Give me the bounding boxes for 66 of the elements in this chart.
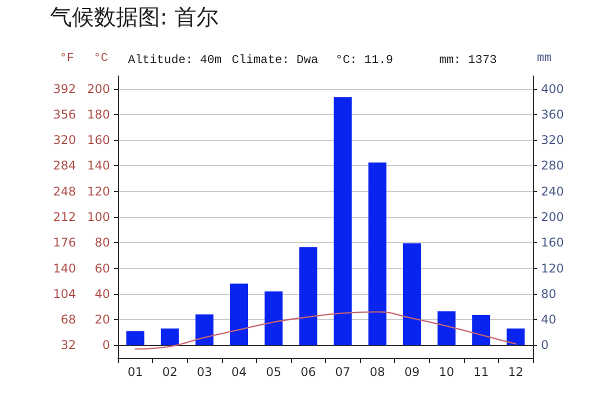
y3-tick-label: 392: [53, 82, 76, 96]
y-tick-label: 180: [87, 107, 110, 122]
y-axis-title: °C: [94, 51, 108, 65]
x-tick-label: 08: [370, 365, 386, 379]
y-tick-label: 100: [87, 210, 110, 224]
x-tick-label: 03: [196, 365, 212, 379]
y3-tick-label: 104: [53, 286, 76, 301]
text: Climate: Dwa: [232, 53, 318, 67]
y2-tick-label: 80: [541, 286, 556, 301]
y2-tick-label: 360: [541, 107, 564, 122]
y2-tick-label: 0: [541, 338, 549, 352]
y3-tick-label: 356: [53, 107, 76, 122]
y3-tick-label: 320: [53, 133, 76, 148]
y-tick-label: 200: [87, 82, 110, 96]
bar: [334, 97, 352, 346]
bar: [264, 291, 283, 346]
x-tick-label: 01: [128, 365, 143, 379]
y-tick-label: 140: [87, 158, 110, 173]
bar: [402, 243, 421, 346]
y-tick-label: 160: [87, 133, 110, 148]
y2-tick-label: 40: [541, 312, 556, 327]
line-series: [134, 311, 516, 350]
bar: [472, 315, 490, 346]
x-tick-label: 05: [266, 365, 282, 379]
y2-tick-label: 320: [541, 133, 564, 148]
y3-tick-label: 176: [53, 236, 76, 250]
y3-tick-label: 284: [53, 158, 76, 173]
y-tick-label: 20: [94, 312, 110, 327]
x-tick-label: 04: [231, 365, 247, 379]
bar: [160, 328, 179, 346]
text: Altitude: 40m: [128, 53, 222, 67]
bar: [368, 162, 386, 346]
y3-tick-label: 140: [53, 261, 76, 276]
y2-tick-label: 280: [541, 158, 564, 173]
bar: [195, 314, 214, 346]
y3-axis-title: °F: [60, 51, 74, 65]
y-tick-label: 40: [94, 286, 110, 301]
y2-tick-label: 240: [541, 184, 564, 198]
y2-axis-title: mm: [537, 51, 552, 65]
x-tick-label: 11: [473, 365, 489, 379]
y3-tick-label: 32: [60, 338, 76, 352]
x-tick-label: 09: [404, 365, 420, 379]
y2-tick-label: 160: [541, 236, 564, 250]
y2-tick-label: 400: [541, 82, 564, 96]
x-tick-label: 12: [508, 365, 524, 379]
x-tick-label: 02: [162, 365, 178, 379]
x-tick-label: 07: [335, 365, 350, 379]
text: °C: 11.9: [336, 53, 394, 67]
bar: [438, 311, 456, 346]
bar: [230, 284, 248, 346]
x-tick-label: 06: [300, 365, 316, 379]
x-tick-label: 10: [438, 365, 454, 379]
bar: [506, 328, 525, 346]
chart-title: 气候数据图: 首尔: [50, 6, 218, 30]
bar: [299, 247, 318, 346]
y-tick-label: 60: [94, 261, 110, 276]
y2-tick-label: 200: [541, 210, 564, 224]
y2-tick-label: 120: [541, 261, 564, 276]
y3-tick-label: 68: [60, 312, 76, 327]
y3-tick-label: 212: [53, 210, 76, 224]
y-tick-label: 80: [94, 236, 110, 250]
text: mm: 1373: [439, 53, 497, 67]
y-tick-label: 120: [87, 184, 110, 198]
bar: [126, 331, 144, 346]
y3-tick-label: 248: [53, 184, 76, 198]
y-tick-label: 0: [102, 338, 110, 352]
